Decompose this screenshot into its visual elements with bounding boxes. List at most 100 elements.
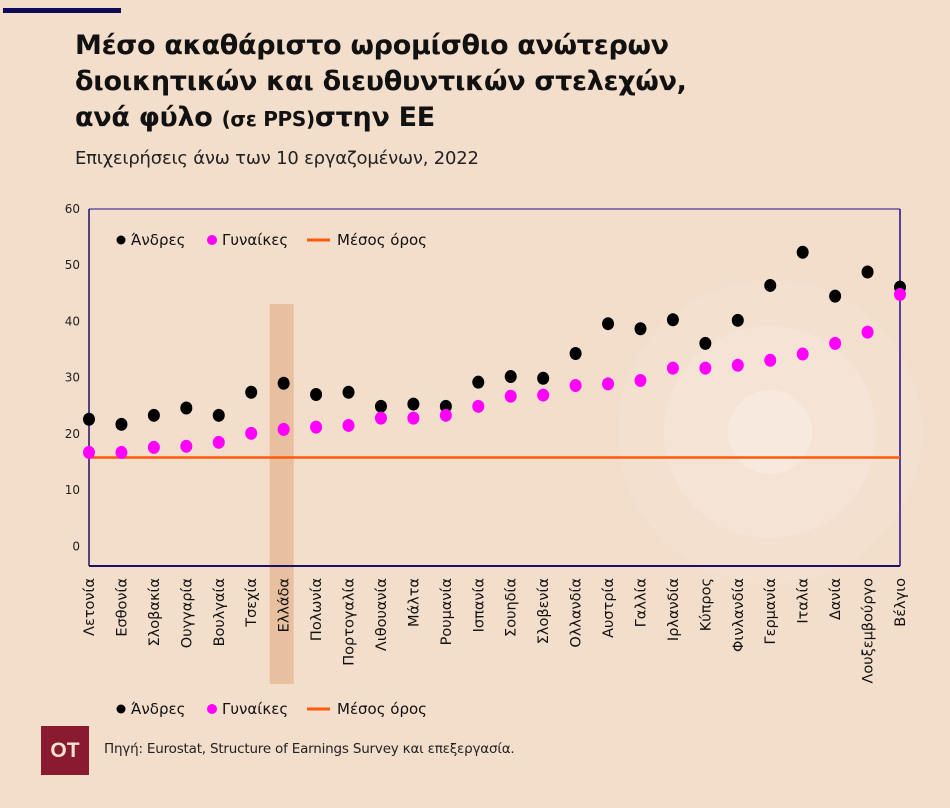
point-women-7 [310, 420, 323, 434]
y-tick-label: 50 [65, 258, 80, 272]
x-tick-label: Μάλτα [406, 578, 422, 627]
point-women-17 [634, 373, 647, 387]
point-women-22 [796, 347, 809, 361]
legend-top-women-marker [207, 235, 217, 245]
point-women-18 [666, 361, 679, 375]
x-tick-label: Τσεχία [244, 578, 260, 628]
x-tick-label: Αυστρία [601, 578, 617, 638]
series-women [83, 287, 906, 459]
x-tick-label: Εσθονία [114, 578, 130, 637]
x-tick-label: Ελλάδα [277, 578, 293, 632]
point-men-7 [310, 388, 323, 402]
point-women-24 [861, 325, 874, 339]
x-tick-label: Λιθουανία [374, 578, 390, 651]
point-women-14 [537, 388, 550, 402]
point-women-0 [83, 445, 95, 459]
title-unit: (σε PPS) [221, 107, 316, 131]
x-tick-label: Γερμανία [763, 578, 779, 644]
point-men-23 [829, 289, 842, 303]
point-women-6 [277, 422, 290, 436]
y-tick-label: 60 [65, 202, 80, 216]
title-line-2: διοικητικών και διευθυντικών στελεχών, [75, 66, 687, 97]
point-men-11 [439, 399, 452, 413]
x-tick-label: Ολλανδία [569, 578, 585, 648]
x-tick-label: Βουλγαία [212, 578, 228, 646]
point-women-12 [472, 399, 485, 413]
point-men-1 [115, 417, 128, 431]
x-tick-label: Ρουμανία [439, 578, 455, 645]
x-tick-label: Σουηδία [504, 578, 520, 637]
point-women-15 [569, 379, 582, 393]
legend-bottom-women-marker [207, 704, 217, 714]
point-women-4 [212, 435, 225, 449]
x-tick-label: Κύπρος [698, 578, 714, 631]
point-men-9 [374, 399, 387, 413]
legend-bottom-men-label: Άνδρες [131, 700, 185, 718]
point-men-4 [212, 408, 225, 422]
background-decoration [618, 280, 922, 584]
point-women-25 [894, 287, 906, 301]
point-men-16 [602, 317, 615, 331]
point-men-19 [699, 336, 712, 350]
point-men-3 [180, 401, 193, 415]
publisher-logo: OT [41, 726, 89, 775]
x-tick-labels: Λετονία Εσθονία Σλοβακία Ουγγαρία Βουλγαία Τσ… [82, 578, 909, 684]
point-women-3 [180, 439, 193, 453]
point-women-13 [504, 389, 517, 403]
point-men-5 [245, 385, 258, 399]
point-men-22 [796, 245, 809, 259]
point-men-15 [569, 346, 582, 360]
point-men-12 [472, 375, 485, 389]
legend-top: Άνδρες Γυναίκες Μέσος όρος [116, 231, 427, 249]
source-note: Πηγή: Eurostat, Structure of Earnings Su… [104, 741, 515, 757]
legend-bottom-men-marker [116, 704, 126, 714]
point-men-20 [731, 313, 744, 327]
legend-top-men-marker [116, 235, 126, 245]
legend-top-women-label: Γυναίκες [222, 231, 288, 249]
point-women-9 [374, 411, 387, 425]
point-women-16 [602, 377, 615, 391]
point-women-21 [764, 353, 777, 367]
point-women-1 [115, 445, 128, 459]
legend-bottom-women-label: Γυναίκες [222, 700, 288, 718]
legend-top-mean-label: Μέσος όρος [337, 231, 427, 249]
point-men-21 [764, 278, 777, 292]
axes: 0 10 20 30 40 50 60 [65, 202, 901, 567]
point-women-8 [342, 418, 355, 432]
highlight-layer [269, 304, 294, 684]
title-line-3a: ανά φύλο [75, 102, 222, 133]
x-tick-label: Ουγγαρία [179, 578, 195, 648]
x-tick-label: Λουξεμβούργο [861, 578, 877, 684]
point-men-2 [147, 408, 160, 422]
y-tick-label: 30 [65, 371, 80, 385]
series-men [83, 245, 906, 431]
point-men-0 [83, 412, 95, 426]
point-men-14 [537, 371, 550, 385]
point-women-10 [407, 411, 420, 425]
x-tick-label: Βέλγιο [893, 578, 909, 627]
x-tick-label: Πολωνία [309, 578, 325, 641]
point-women-23 [829, 336, 842, 350]
chart-title: Μέσο ακαθάριστο ωρομίσθιο ανώτερων διοικ… [75, 28, 875, 137]
x-tick-label: Σλοβενία [536, 578, 552, 644]
x-tick-label: Ιρλανδία [666, 578, 682, 641]
x-tick-label: Δανία [828, 578, 844, 620]
point-women-19 [699, 361, 712, 375]
x-tick-label: Πορτογαλία [342, 578, 358, 666]
point-men-18 [666, 313, 679, 327]
y-tick-label: 40 [65, 314, 80, 328]
points-layer [83, 245, 906, 459]
y-tick-label: 10 [65, 483, 80, 497]
point-men-6 [277, 376, 290, 390]
point-women-5 [245, 426, 258, 440]
point-men-10 [407, 397, 420, 411]
x-tick-label: Ιταλία [796, 578, 812, 624]
legend-top-men-label: Άνδρες [131, 231, 185, 249]
point-men-17 [634, 322, 647, 336]
accent-bar [3, 8, 121, 13]
point-women-11 [439, 408, 452, 422]
title-line-3: ανά φύλο (σε PPS)στην ΕΕ [75, 100, 875, 137]
chart-subtitle: Επιχειρήσεις άνω των 10 εργαζομένων, 202… [75, 148, 479, 169]
point-women-2 [147, 440, 160, 454]
